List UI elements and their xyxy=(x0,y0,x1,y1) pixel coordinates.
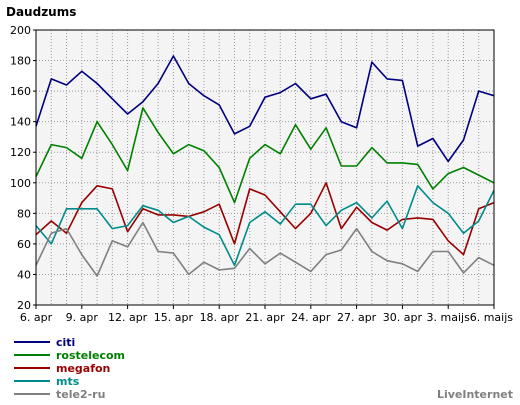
y-tick-label: 160 xyxy=(10,85,31,98)
x-tick-label: 9. apr xyxy=(66,311,99,324)
series-lines xyxy=(35,55,495,277)
series-line-tele2-ru xyxy=(35,221,495,277)
legend-label-mts: mts xyxy=(56,375,80,388)
credit-label: LiveInternet xyxy=(437,388,513,401)
y-tick-label: 120 xyxy=(10,146,31,159)
x-tick-label: 12. apr xyxy=(108,311,148,324)
chart-title: Daudzums xyxy=(6,5,76,19)
y-tick-label: 200 xyxy=(10,24,31,37)
grid xyxy=(36,30,494,305)
y-tick-label: 40 xyxy=(17,268,31,281)
x-tick-label: 27. apr xyxy=(337,311,377,324)
y-tick-label: 140 xyxy=(10,116,31,129)
legend-label-tele2-ru: tele2-ru xyxy=(56,388,105,401)
x-tick-label: 21. apr xyxy=(245,311,285,324)
series-line-mts xyxy=(35,185,495,267)
legend-label-rostelecom: rostelecom xyxy=(56,349,125,362)
series-line-megafon xyxy=(35,182,495,256)
x-tick-label: 24. apr xyxy=(291,311,331,324)
legend-label-citi: citi xyxy=(56,336,75,349)
y-tick-label: 60 xyxy=(17,238,31,251)
y-tick-label: 20 xyxy=(17,299,31,312)
y-tick-label: 100 xyxy=(10,177,31,190)
series-line-citi xyxy=(35,55,495,163)
x-tick-label: 30. apr xyxy=(383,311,423,324)
y-tick-label: 80 xyxy=(17,207,31,220)
x-tick-label: 6. apr xyxy=(20,311,53,324)
x-tick-label: 15. apr xyxy=(154,311,194,324)
y-tick-label: 180 xyxy=(10,55,31,68)
x-tick-label: 3. maijs xyxy=(427,311,471,324)
x-axis: 6. apr 9. apr 12. apr 15. apr 18. apr 21. apr… xyxy=(20,305,513,324)
series-line-rostelecom xyxy=(35,107,495,204)
x-tick-label: 18. apr xyxy=(200,311,240,324)
y-axis: 20 40 60 80 100 120 140 160 180 200 xyxy=(10,24,36,312)
x-tick-label: 6. maijs xyxy=(470,311,514,324)
legend-label-megafon: megafon xyxy=(56,362,110,375)
